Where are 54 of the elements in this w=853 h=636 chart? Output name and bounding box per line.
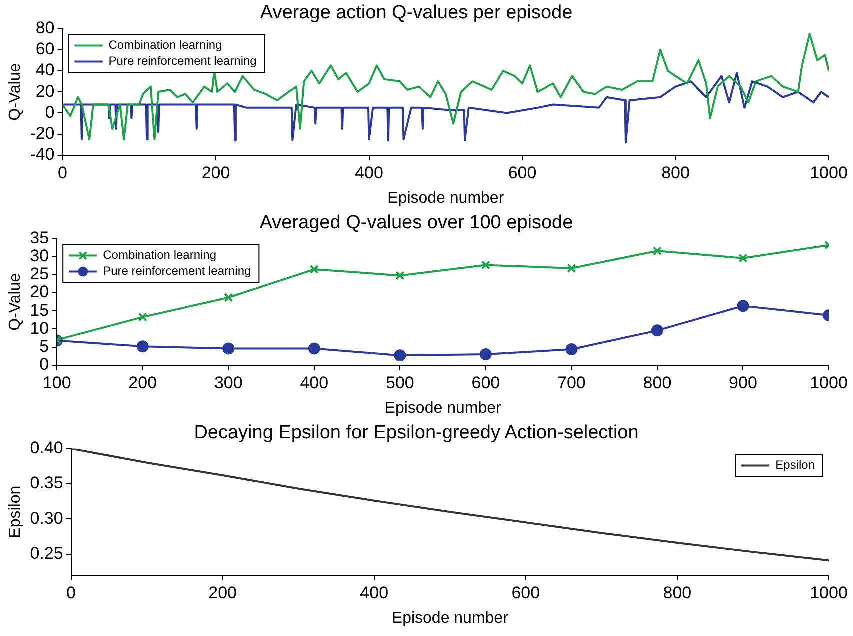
x-tick-label: 800 <box>662 163 690 182</box>
y-tick-label: 0.40 <box>30 438 64 458</box>
x-tick-label: 100 <box>42 373 72 392</box>
x-tick-label: 400 <box>360 583 389 602</box>
y-axis-title: Q-Value <box>7 63 24 121</box>
y-tick-label: 20 <box>36 82 55 101</box>
y-axis-title: Q-Value <box>7 273 24 331</box>
y-tick-label: 0.30 <box>30 508 64 528</box>
x-tick-label: 700 <box>558 373 586 392</box>
y-tick-label: 20 <box>30 282 50 302</box>
legend-label: Epsilon <box>776 458 815 472</box>
y-tick-label: 35 <box>30 228 50 248</box>
y-tick-label: 80 <box>36 18 55 38</box>
x-tick-label: 600 <box>472 373 500 392</box>
y-tick-label: 40 <box>36 60 55 80</box>
chart-title: Averaged Q-values over 100 episode <box>260 212 574 234</box>
x-tick-label: 200 <box>208 583 238 602</box>
legend-label: Pure reinforcement learning <box>103 264 252 278</box>
y-tick-label: 25 <box>30 264 50 284</box>
y-tick-label: 0 <box>40 355 50 374</box>
x-tick-label: 500 <box>386 373 414 392</box>
x-tick-label: 400 <box>300 373 329 392</box>
x-axis-title: Episode number <box>388 190 505 207</box>
legend-label: Combination learning <box>103 248 217 262</box>
y-tick-label: 0.35 <box>30 474 64 493</box>
x-tick-label: 300 <box>214 373 243 392</box>
x-axis-title: Episode number <box>392 610 510 627</box>
chart-title: Average action Q-values per episode <box>260 2 573 24</box>
x-tick-label: 800 <box>663 583 692 602</box>
y-tick-label: -20 <box>30 124 55 143</box>
x-axis-title: Episode number <box>384 400 502 417</box>
y-tick-label: 30 <box>30 246 50 266</box>
y-axis-title: Epsilon <box>7 486 24 538</box>
x-tick-label: 0 <box>66 583 76 602</box>
x-tick-label: 900 <box>729 373 758 392</box>
chart-title: Decaying Epsilon for Epsilon-greedy Action-selection <box>194 422 639 444</box>
x-tick-label: 600 <box>508 163 537 182</box>
x-tick-label: 1000 <box>810 373 848 392</box>
x-tick-label: 200 <box>202 163 230 182</box>
y-tick-label: 60 <box>36 40 55 59</box>
y-tick-label: 0.25 <box>30 544 64 563</box>
y-tick-label: 15 <box>30 300 50 320</box>
y-tick-label: 5 <box>40 337 50 356</box>
y-tick-label: 0 <box>45 102 55 122</box>
x-tick-label: 200 <box>128 373 158 392</box>
legend-label: Combination learning <box>108 38 222 52</box>
y-tick-label: -40 <box>30 145 55 164</box>
x-tick-label: 400 <box>355 163 384 182</box>
x-tick-label: 1000 <box>810 583 848 602</box>
x-tick-label: 1000 <box>810 163 848 182</box>
x-tick-label: 800 <box>643 373 672 392</box>
y-tick-label: 10 <box>30 318 50 338</box>
legend-label: Pure reinforcement learning <box>108 54 257 68</box>
x-tick-label: 600 <box>512 583 540 602</box>
